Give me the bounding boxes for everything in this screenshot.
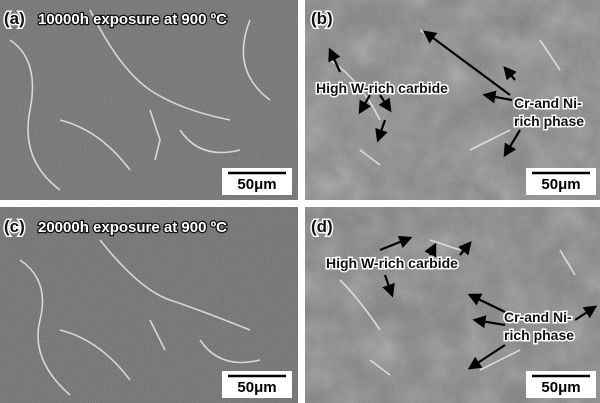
panel-label: (b) <box>311 9 333 28</box>
annotation: High W-rich carbide <box>316 80 448 96</box>
scale-bar-label: 50μm <box>237 379 276 396</box>
panel-caption: 20000h exposure at 900 ºC <box>38 219 227 236</box>
scale-bar: 50μm <box>526 168 596 195</box>
annotation: Cr-and Ni- <box>504 309 572 325</box>
panel-label: (a) <box>4 9 25 28</box>
scale-bar: 50μm <box>222 168 292 195</box>
panel-caption: 10000h exposure at 900 ºC <box>38 11 227 28</box>
annotation: rich phase <box>514 113 584 129</box>
scale-bar: 50μm <box>222 371 292 398</box>
scale-bar-label: 50μm <box>541 379 580 396</box>
panel-label: (c) <box>4 217 25 236</box>
panel-label: (d) <box>311 217 333 236</box>
scale-bar-label: 50μm <box>237 176 276 193</box>
scale-bar: 50μm <box>526 371 596 398</box>
annotation: High W-rich carbide <box>326 255 458 271</box>
annotation: Cr-and Ni- <box>514 95 582 111</box>
figure: (a) 10000h exposure at 900 ºC (b) High W… <box>0 0 600 403</box>
scale-bar-label: 50μm <box>541 176 580 193</box>
annotation: rich phase <box>504 327 574 343</box>
